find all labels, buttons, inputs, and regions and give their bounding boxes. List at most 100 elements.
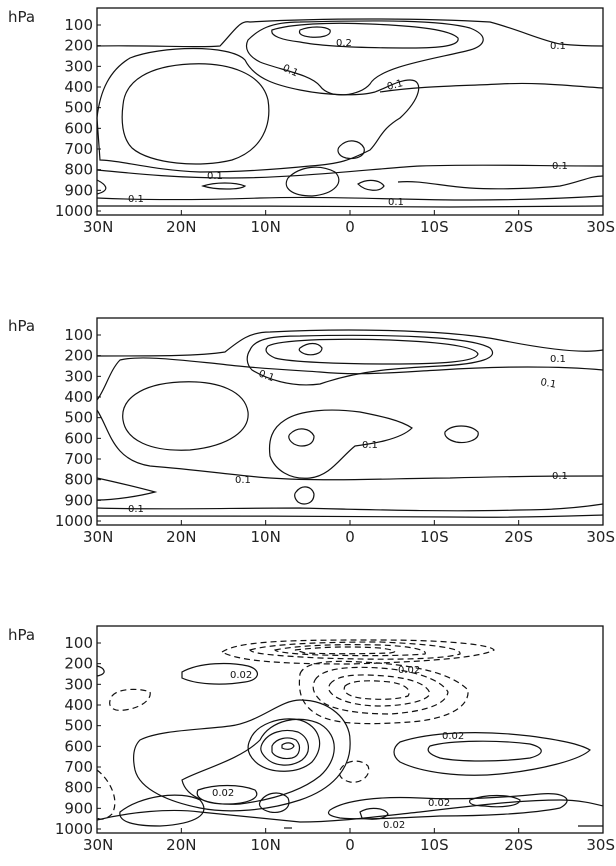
y-tick-label: 200: [64, 655, 93, 673]
panel-1-contour-label: 0.2: [336, 38, 352, 49]
panel-1-contour: [96, 195, 604, 201]
x-tick-label: 10N: [251, 528, 281, 546]
panel-3-contour-negative: [109, 688, 151, 711]
panel-1-contour-label: 0.1: [388, 197, 404, 208]
panel-3-contour-label: 0.02: [383, 820, 405, 831]
panel-3-contours: [96, 639, 604, 829]
panel-3-contour: [427, 740, 542, 762]
panel-1-y-ticks: 100 200 300 400 500 600 700 800 900 1000: [55, 16, 101, 220]
panel-2-contour-label: 0.1: [128, 504, 144, 515]
x-tick-label: 30S: [586, 836, 615, 854]
x-tick-label: 0: [345, 528, 355, 546]
x-tick-label: 20S: [504, 528, 533, 546]
panel-2-contour-label: 0.1: [539, 377, 557, 391]
y-tick-label: 100: [64, 634, 93, 652]
panel-1-contour: [397, 175, 604, 190]
x-tick-label: 20N: [166, 218, 196, 236]
y-tick-label: 700: [64, 450, 93, 468]
panel-2-ylabel: hPa: [8, 317, 35, 335]
panel-1-contour-label: 0.1: [386, 78, 404, 93]
panel-1-contour: [121, 63, 270, 165]
panel-1-contour: [245, 20, 484, 96]
panel-3: 0.02 0.02 0.02 0.02 0.02 0.02 hPa 100 200…: [8, 625, 615, 854]
x-tick-label: 0: [345, 218, 355, 236]
panel-3-contour: [258, 792, 290, 813]
panel-1-contour: [271, 22, 459, 49]
x-tick-label: 20N: [166, 528, 196, 546]
y-tick-label: 200: [64, 347, 93, 365]
panel-1-contour-label: 0.1: [207, 171, 223, 182]
panel-3-contour-negative: [96, 769, 116, 820]
panel-3-y-ticks: 100 200 300 400 500 600 700 800 900 1000: [55, 634, 101, 838]
y-tick-label: 300: [64, 367, 93, 385]
panel-3-contour: [133, 699, 351, 812]
panel-1-contour-labels: 0.2 0.1 0.1 0.1 0.1 0.1 0.1 0.1: [128, 38, 568, 208]
panel-2-contour: [294, 486, 315, 505]
panel-3-contour-label: 0.02: [212, 788, 234, 799]
y-tick-label: 300: [64, 57, 93, 75]
y-tick-label: 700: [64, 758, 93, 776]
y-tick-label: 500: [64, 717, 93, 735]
panel-3-contour: [181, 662, 258, 685]
panel-3-contour-label: 0.02: [398, 665, 420, 676]
panel-3-contour: [359, 807, 389, 820]
panel-3-contour-negative: [328, 674, 431, 707]
panel-3-contour-negative: [220, 639, 495, 665]
panel-1-contour: [96, 205, 604, 208]
panel-3-contour: [96, 799, 604, 823]
y-tick-label: 600: [64, 119, 93, 137]
panel-1-contour: [298, 26, 331, 38]
panel-1-ylabel: hPa: [8, 8, 35, 26]
panel-1: 0.2 0.1 0.1 0.1 0.1 0.1 0.1 0.1 hPa 100 2…: [8, 7, 615, 236]
y-tick-label: 100: [64, 326, 93, 344]
y-tick-label: 400: [64, 78, 93, 96]
panel-1-contour: [96, 18, 604, 48]
x-tick-label: 20S: [504, 218, 533, 236]
y-tick-label: 300: [64, 675, 93, 693]
panel-3-contour-negative: [294, 646, 396, 655]
panel-2-contour-labels: 0.1 0.1 0.1 0.1 0.1 0.1 0.1: [128, 354, 568, 515]
x-tick-label: 10N: [251, 836, 281, 854]
panel-3-contour-negative: [274, 644, 426, 657]
panel-3-contour-label: 0.02: [428, 798, 450, 809]
panel-3-contour: [393, 732, 591, 776]
x-tick-label: 10N: [251, 218, 281, 236]
x-tick-label: 30S: [586, 528, 615, 546]
panel-2-contour: [96, 409, 271, 479]
panel-3-x-ticks: 30N 20N 10N 0 10S 20S 30S: [83, 828, 615, 854]
panel-2-contour: [265, 338, 479, 365]
panel-3-contour: [271, 737, 301, 760]
panel-2-contour: [298, 342, 323, 356]
panel-3-contour: [96, 665, 105, 677]
y-tick-label: 500: [64, 409, 93, 427]
y-tick-label: 700: [64, 140, 93, 158]
panel-3-contour-negative: [338, 760, 370, 783]
panel-2-y-ticks: 100 200 300 400 500 600 700 800 900 1000: [55, 326, 101, 530]
panel-1-contour-label: 0.1: [128, 194, 144, 205]
panel-2: 0.1 0.1 0.1 0.1 0.1 0.1 0.1 hPa 100 200 30…: [8, 317, 615, 546]
y-tick-label: 1000: [55, 512, 93, 530]
panel-3-contour: [260, 729, 309, 766]
panel-2-contour: [96, 514, 604, 518]
y-tick-label: 800: [64, 779, 93, 797]
x-tick-label: 30N: [83, 836, 113, 854]
y-tick-label: 1000: [55, 820, 93, 838]
panel-3-contour: [327, 793, 568, 820]
panel-3-contour-negative: [343, 680, 410, 700]
y-tick-label: 900: [64, 181, 93, 199]
y-tick-label: 800: [64, 161, 93, 179]
x-tick-label: 30N: [83, 528, 113, 546]
panel-3-contour-labels: 0.02 0.02 0.02 0.02 0.02 0.02: [212, 665, 464, 831]
x-tick-label: 10S: [420, 528, 449, 546]
panel-3-contour-negative: [312, 666, 449, 715]
panel-3-contour: [196, 784, 258, 805]
panel-2-contour-label: 0.1: [257, 368, 276, 384]
y-tick-label: 400: [64, 388, 93, 406]
panel-1-contour: [285, 166, 340, 197]
panel-1-contour: [96, 164, 604, 179]
panel-1-contour: [357, 179, 385, 191]
panel-3-contour: [247, 718, 321, 772]
y-tick-label: 900: [64, 491, 93, 509]
panel-2-contour: [96, 477, 158, 501]
